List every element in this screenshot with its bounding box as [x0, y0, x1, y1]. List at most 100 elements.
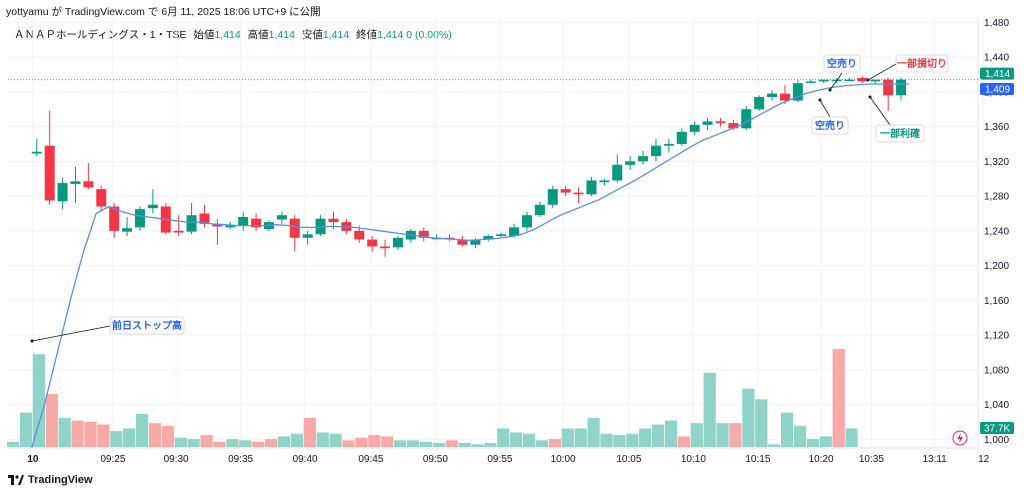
tradingview-logo[interactable]: TradingView [8, 474, 93, 486]
annotation-arrow [829, 72, 843, 91]
x-tick-label: 09:55 [487, 454, 512, 465]
candle-body [702, 121, 713, 125]
price-badge [980, 67, 1014, 80]
volume-bar [123, 428, 136, 447]
volume-bar [110, 431, 123, 447]
volume-bar [7, 441, 20, 447]
x-tick-label: 09:25 [100, 454, 125, 465]
open-label: 始値 [193, 29, 215, 41]
ma-line [30, 83, 909, 449]
candle-body [521, 215, 532, 228]
annotation-arrow [869, 96, 891, 126]
volume-bar [19, 412, 33, 447]
volume-bar [639, 428, 652, 447]
volume-bar [381, 436, 394, 447]
volume-bar [626, 433, 639, 447]
volume-bar [652, 424, 665, 447]
candle-body [328, 218, 339, 223]
y-tick-label: 1,240 [984, 226, 1009, 237]
y-tick-label: 1,160 [984, 296, 1009, 307]
volume-bar [213, 441, 226, 447]
volume-bar [200, 435, 213, 447]
candle-body [612, 164, 623, 181]
volume-bar [432, 443, 445, 447]
candle-body [663, 143, 674, 146]
candle-body [44, 145, 55, 201]
annotation-arrow [819, 99, 831, 118]
y-tick-label: 1,040 [984, 400, 1009, 411]
volume-bar [226, 439, 239, 447]
candle-body [754, 97, 765, 110]
candle-body [225, 225, 236, 228]
candle-body [767, 93, 778, 98]
low-label: 安値 [301, 29, 323, 41]
volume-bar [394, 440, 407, 447]
volume-bar [239, 440, 252, 447]
volume-bar [561, 428, 574, 447]
volume-bar [613, 435, 626, 447]
candle-body [896, 79, 907, 96]
volume-bar [45, 394, 58, 447]
y-tick-label: 1,000 [984, 435, 1009, 446]
volume-bar [355, 437, 368, 447]
candle-body [857, 77, 868, 82]
candle-body [676, 131, 687, 144]
annotation-arrow [31, 325, 111, 342]
candle-body [483, 236, 494, 240]
candle-body [844, 79, 855, 82]
price-badge [980, 83, 1014, 96]
volume-bar [600, 433, 613, 447]
candle-body [109, 206, 120, 231]
candle-body [212, 223, 223, 227]
symbol-name[interactable]: ＡＮＡＰホールディングス・1・TSE [14, 29, 187, 41]
candle-body [509, 227, 520, 237]
candle-body [599, 180, 610, 183]
candle-body [147, 204, 158, 209]
candle-body [302, 234, 313, 238]
x-tick-label: 10:05 [616, 454, 641, 465]
x-tick-label: 09:40 [293, 454, 318, 465]
candle-body [625, 161, 636, 165]
volume-bar [484, 443, 497, 447]
close-label: 終値 [356, 29, 378, 41]
volume-bar [97, 424, 110, 447]
volume-bar [187, 439, 200, 447]
annotation-text: 一部損切り [897, 57, 947, 70]
annotation-arrow-head [866, 78, 870, 82]
candle-body [741, 109, 752, 129]
candle-body [70, 181, 81, 184]
candle-body [392, 237, 403, 248]
candle-body [354, 230, 365, 240]
x-tick-label: 13:11 [922, 454, 947, 465]
x-tick-label: 09:35 [228, 454, 253, 465]
candle-body [470, 239, 481, 245]
volume-bar [535, 440, 549, 447]
annotation-text: 一部利確 [880, 127, 920, 140]
y-tick-label: 1,480 [984, 18, 1009, 29]
annotation-arrow-head [30, 339, 34, 343]
volume-bar [755, 399, 768, 447]
y-tick-label: 1,280 [984, 192, 1009, 203]
volume-bar [832, 348, 845, 447]
volume-badge [980, 422, 1014, 434]
candle-body [173, 230, 184, 233]
volume-bar [510, 432, 523, 447]
volume-bar [174, 437, 187, 447]
volume-bar [161, 425, 174, 447]
publisher-line: yottyamu が TradingView.com で 6月 11, 2025… [6, 6, 321, 18]
volume-bar [497, 428, 510, 447]
volume-bar [342, 440, 355, 447]
candle-body [96, 189, 107, 207]
candle-body [496, 234, 507, 237]
candle-body [586, 180, 597, 195]
candle-body [57, 183, 68, 202]
y-tick-label: 1,320 [984, 157, 1009, 168]
candle-body [715, 121, 726, 124]
candle-body [380, 246, 391, 249]
x-tick-label: 09:45 [358, 454, 383, 465]
volume-bars [7, 348, 858, 447]
price-badge-text: 1,414 [985, 69, 1010, 80]
volume-bar [716, 423, 729, 447]
annotation-text: 空売り [815, 119, 845, 132]
